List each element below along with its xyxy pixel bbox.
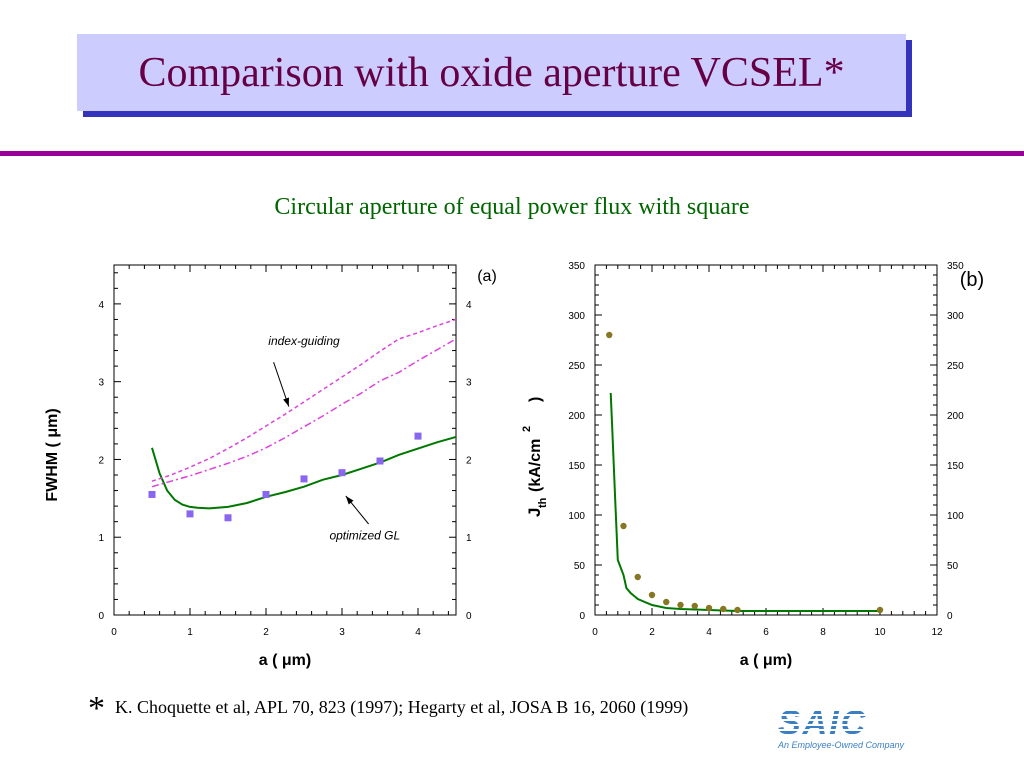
panel-a-annotation: index-guiding [268, 334, 340, 348]
panel-a-annotation: optimized GL [329, 529, 400, 543]
slide-subtitle: Circular aperture of equal power flux wi… [274, 194, 750, 220]
panel-b-data-dot [720, 605, 727, 613]
panel-b-y-label-j: J [525, 508, 544, 517]
panel-a-y-tick-label: 1 [98, 533, 104, 544]
panel-b-frame [594, 264, 938, 616]
panel-b-y-axis-label: Jth (kA/cm 2) [521, 397, 549, 517]
panel-a-y-tick-label: 2 [98, 455, 104, 466]
panel-b-data-dot [705, 604, 713, 612]
panel-a-y-tick-label-right: 1 [466, 533, 472, 544]
divider-rule [0, 151, 1024, 156]
panel-a-x-tick-label: 4 [415, 627, 421, 638]
panel-a-data-square [224, 514, 232, 522]
panel-b-y-tick-label-right: 300 [947, 311, 964, 322]
title-box: Comparison with oxide aperture VCSEL* [77, 34, 906, 111]
panel-b-y-label-sub: th [537, 497, 549, 508]
panel-b-x-tick-label: 12 [931, 627, 943, 638]
panel-b-y-tick-label-right: 50 [947, 561, 959, 572]
panel-b-y-tick-label: 250 [568, 361, 585, 372]
panel-a-y-tick-label-right: 0 [466, 611, 472, 622]
panel-b-y-tick-label: 350 [568, 261, 585, 272]
panel-b-data-dot [648, 591, 656, 599]
panel-a-x-tick-label: 2 [263, 627, 269, 638]
panel-b-y-tick-label: 100 [568, 511, 585, 522]
footnote-text: K. Choquette et al, APL 70, 823 (1997); … [115, 697, 689, 717]
panel-a-series-dash-dot [151, 338, 457, 488]
saic-logo: SAIC An Employee-Owned Company [778, 704, 904, 752]
slide-title: Comparison with oxide aperture VCSEL* [138, 49, 845, 96]
footnote: * K. Choquette et al, APL 70, 823 (1997)… [88, 690, 688, 728]
panel-b-y-tick-label-right: 350 [947, 261, 964, 272]
panel-a-y-tick-label: 0 [98, 611, 104, 622]
panel-b-y-tick-label: 200 [568, 411, 585, 422]
panel-a-y-tick-label-right: 3 [466, 378, 472, 389]
panel-a-data-square [376, 457, 384, 465]
panel-a-data-square [262, 490, 270, 498]
panel-a-y-tick-label: 4 [98, 300, 104, 311]
panel-a-x-tick-label: 0 [111, 627, 117, 638]
panel-b-y-tick-label: 0 [579, 611, 585, 622]
panel-a-y-tick-label-right: 4 [466, 300, 472, 311]
panel-b-x-tick-label: 10 [874, 627, 886, 638]
panel-a-data-square [414, 432, 422, 440]
panel-b-y-tick-label-right: 100 [947, 511, 964, 522]
panel-b-x-tick-label: 4 [706, 627, 712, 638]
panel-a-y-tick-label: 3 [98, 378, 104, 389]
panel-a-data-square [338, 469, 346, 477]
panel-a-x-tick-label: 3 [339, 627, 345, 638]
panel-b-data-dot [691, 602, 698, 610]
logo-tagline: An Employee-Owned Company [778, 740, 905, 750]
panel-b-y-tick-label-right: 250 [947, 361, 964, 372]
panel-b-data-dot [634, 573, 641, 581]
panel-a-frame [113, 264, 457, 616]
panel-b-y-label-sup: 2 [521, 426, 533, 432]
panel-a-x-axis-label: a ( μm) [259, 652, 311, 669]
panel-b-y-tick-label-right: 200 [947, 411, 964, 422]
panel-a-y-tick-label-right: 2 [466, 455, 472, 466]
panel-a-x-tick-label: 1 [187, 627, 193, 638]
panel-a-data-square [148, 490, 156, 498]
panel-b-y-tick-label: 300 [568, 311, 585, 322]
logo-wordmark: SAIC [778, 704, 868, 742]
footnote-star: * [88, 690, 105, 727]
panel-a-y-axis-label: FWHM ( μm) [44, 408, 61, 501]
panel-b-data-dot [663, 598, 670, 606]
panel-b-data-dot [677, 601, 684, 609]
panel-b-y-tick-label: 150 [568, 461, 585, 472]
panel-b-x-tick-label: 6 [763, 627, 769, 638]
panel-b-x-tick-label: 2 [649, 627, 655, 638]
panel-b-x-axis-label: a ( μm) [740, 652, 792, 669]
panel-b-data-dot [620, 522, 627, 530]
panel-b-x-tick-label: 8 [820, 627, 826, 638]
panel-b-y-tick-label: 50 [574, 561, 586, 572]
panel-a-data-square [300, 475, 308, 483]
panel-a-annotation-arrowhead [345, 496, 354, 505]
panel-b-y-tick-label-right: 150 [947, 461, 964, 472]
panel-b-y-label-unit: (kA/cm [527, 439, 544, 492]
panel-a-label: (a) [477, 268, 497, 285]
panel-b-x-tick-label: 0 [592, 627, 598, 638]
panel-a-annotation-arrowhead [283, 397, 289, 407]
panel-b-y-label-close: ) [527, 397, 544, 402]
panel-b-label: (b) [960, 269, 984, 291]
panel-b-y-tick-label-right: 0 [947, 611, 953, 622]
panel-b-data-dot [876, 606, 884, 614]
panel-b-series-solid [609, 392, 880, 612]
panel-b-data-dot [734, 606, 741, 614]
panel-b-data-dot [606, 331, 613, 339]
panel-a-data-square [186, 510, 194, 518]
